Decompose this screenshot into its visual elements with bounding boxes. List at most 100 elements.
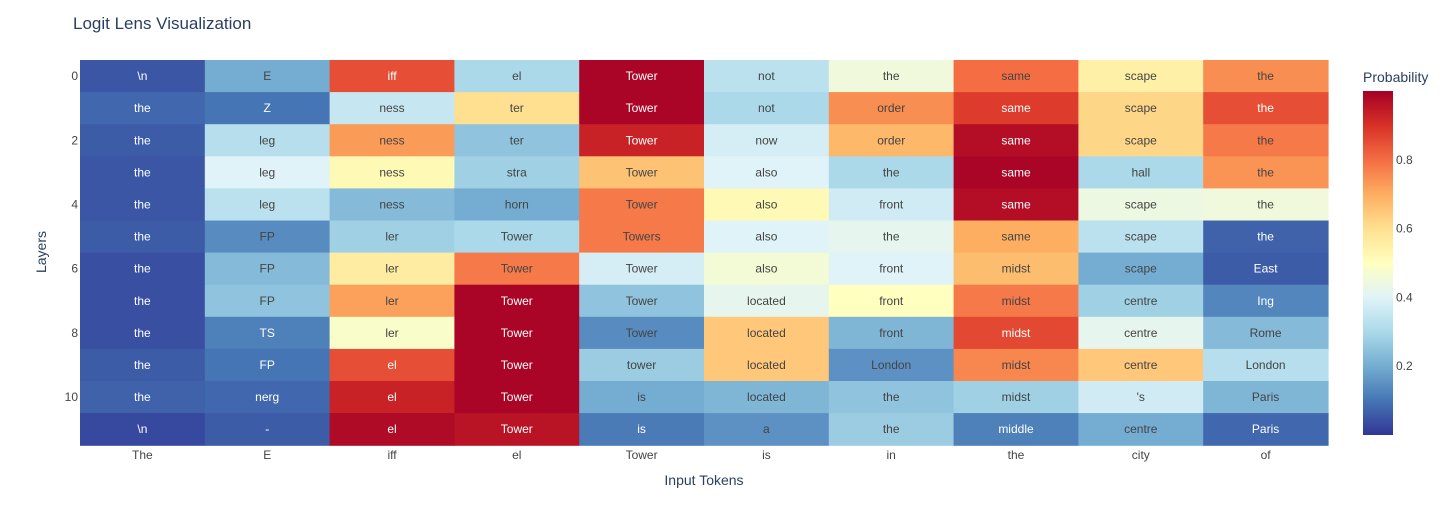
- cell-label: scape: [1125, 69, 1157, 83]
- heatmap-cell: [579, 92, 705, 125]
- heatmap-cell: [953, 284, 1079, 318]
- heatmap-cell: [953, 381, 1079, 414]
- cell-label: leg: [259, 133, 275, 147]
- heatmap-cell: [1203, 284, 1329, 318]
- cell-label: front: [879, 197, 904, 211]
- heatmap-cell: [579, 156, 705, 189]
- cell-label: the: [1257, 101, 1274, 115]
- colorbar-tick-label: 0.8: [1396, 153, 1413, 167]
- y-tick-label: 10: [65, 390, 79, 404]
- y-tick-label: 6: [71, 262, 78, 276]
- cell-label: the: [134, 294, 151, 308]
- heatmap-cell: [828, 284, 955, 318]
- x-tick-label: city: [1132, 448, 1150, 462]
- cell-label: East: [1254, 262, 1279, 276]
- heatmap-cell: [704, 284, 830, 318]
- cell-label: the: [134, 133, 151, 147]
- cell-label: not: [758, 101, 775, 115]
- heatmap-cell: [1203, 413, 1329, 446]
- cell-label: hall: [1131, 165, 1150, 179]
- heatmap-cell: [454, 381, 580, 414]
- heatmap-cell: [329, 348, 455, 382]
- heatmap-cell: [1203, 188, 1329, 222]
- cell-label: FP: [260, 358, 275, 372]
- x-tick-label: Tower: [626, 448, 658, 462]
- heatmap-cell: [80, 60, 206, 93]
- heatmap-cell: [80, 220, 206, 254]
- y-axis-tick-labels: 0 2 4 6 8 10: [65, 69, 79, 404]
- heatmap-cell: [828, 348, 955, 382]
- heatmap-cell: [828, 188, 955, 222]
- heatmap-cell: [1078, 60, 1204, 93]
- cell-label: Tower: [626, 197, 658, 211]
- heatmap-cell: [953, 413, 1079, 446]
- heatmap-cell: [204, 413, 331, 446]
- cell-label: FP: [260, 230, 275, 244]
- cell-label: same: [1001, 69, 1031, 83]
- cell-label: midst: [1002, 358, 1031, 372]
- heatmap-cell: [80, 284, 206, 318]
- cell-label: the: [134, 197, 151, 211]
- y-axis-title: Layers: [33, 231, 49, 273]
- heatmap-cell: [329, 284, 455, 318]
- heatmap-cell: [828, 252, 955, 286]
- cell-label: el: [387, 422, 396, 436]
- cell-label: the: [134, 165, 151, 179]
- cell-label: same: [1001, 230, 1031, 244]
- cell-label: a: [763, 422, 770, 436]
- cell-label: ness: [379, 133, 404, 147]
- heatmap-cell: [80, 156, 206, 189]
- cell-label: the: [1257, 230, 1274, 244]
- heatmap-cell: [828, 124, 955, 157]
- cell-label: the: [1257, 133, 1274, 147]
- x-tick-label: in: [887, 448, 896, 462]
- cell-label: Tower: [626, 101, 658, 115]
- cell-label: Tower: [626, 133, 658, 147]
- cell-label: TS: [260, 326, 275, 340]
- cell-label: ter: [510, 133, 524, 147]
- heatmap-cell: [454, 220, 580, 254]
- cell-label: Tower: [626, 262, 658, 276]
- cell-label: front: [879, 262, 904, 276]
- cell-label: now: [755, 133, 777, 147]
- heatmap-cell: [704, 220, 830, 254]
- cell-label: E: [263, 69, 271, 83]
- cell-label: ler: [385, 262, 398, 276]
- heatmap-cell: [828, 220, 955, 254]
- heatmap-cell: [80, 381, 206, 414]
- cell-label: ter: [510, 101, 524, 115]
- heatmap-cell: [204, 188, 331, 222]
- heatmap-cell: [454, 92, 580, 125]
- heatmap-cell: [454, 60, 580, 93]
- cell-label: is: [637, 422, 646, 436]
- cell-label: Tower: [501, 262, 533, 276]
- cell-label: midst: [1002, 390, 1031, 404]
- cell-label: el: [512, 69, 521, 83]
- y-tick-label: 4: [71, 197, 78, 211]
- cell-label: midst: [1002, 262, 1031, 276]
- heatmap-cell: [704, 381, 830, 414]
- heatmap-cell: [1203, 124, 1329, 157]
- heatmap-cell: [204, 92, 331, 125]
- cell-label: centre: [1124, 294, 1158, 308]
- cell-label: the: [883, 230, 900, 244]
- cell-label: Tower: [626, 165, 658, 179]
- heatmap-cell: [204, 252, 331, 286]
- heatmap-cell: [329, 60, 455, 93]
- cell-label: ness: [379, 101, 404, 115]
- y-tick-label: 2: [71, 133, 78, 147]
- heatmap-cell: [953, 348, 1079, 382]
- heatmap-cell: [579, 252, 705, 286]
- heatmap-cell: [704, 348, 830, 382]
- heatmap-cell: [80, 124, 206, 157]
- cell-label: located: [747, 358, 786, 372]
- colorbar: [1363, 91, 1393, 435]
- heatmap-cell: [579, 220, 705, 254]
- heatmap-cell: [953, 220, 1079, 254]
- heatmap-cell: [1078, 381, 1204, 414]
- colorbar-tick-label: 0.6: [1396, 222, 1413, 236]
- cell-label: leg: [259, 197, 275, 211]
- cell-label: same: [1001, 165, 1031, 179]
- heatmap-cell: [204, 124, 331, 157]
- heatmap-cell: [1078, 252, 1204, 286]
